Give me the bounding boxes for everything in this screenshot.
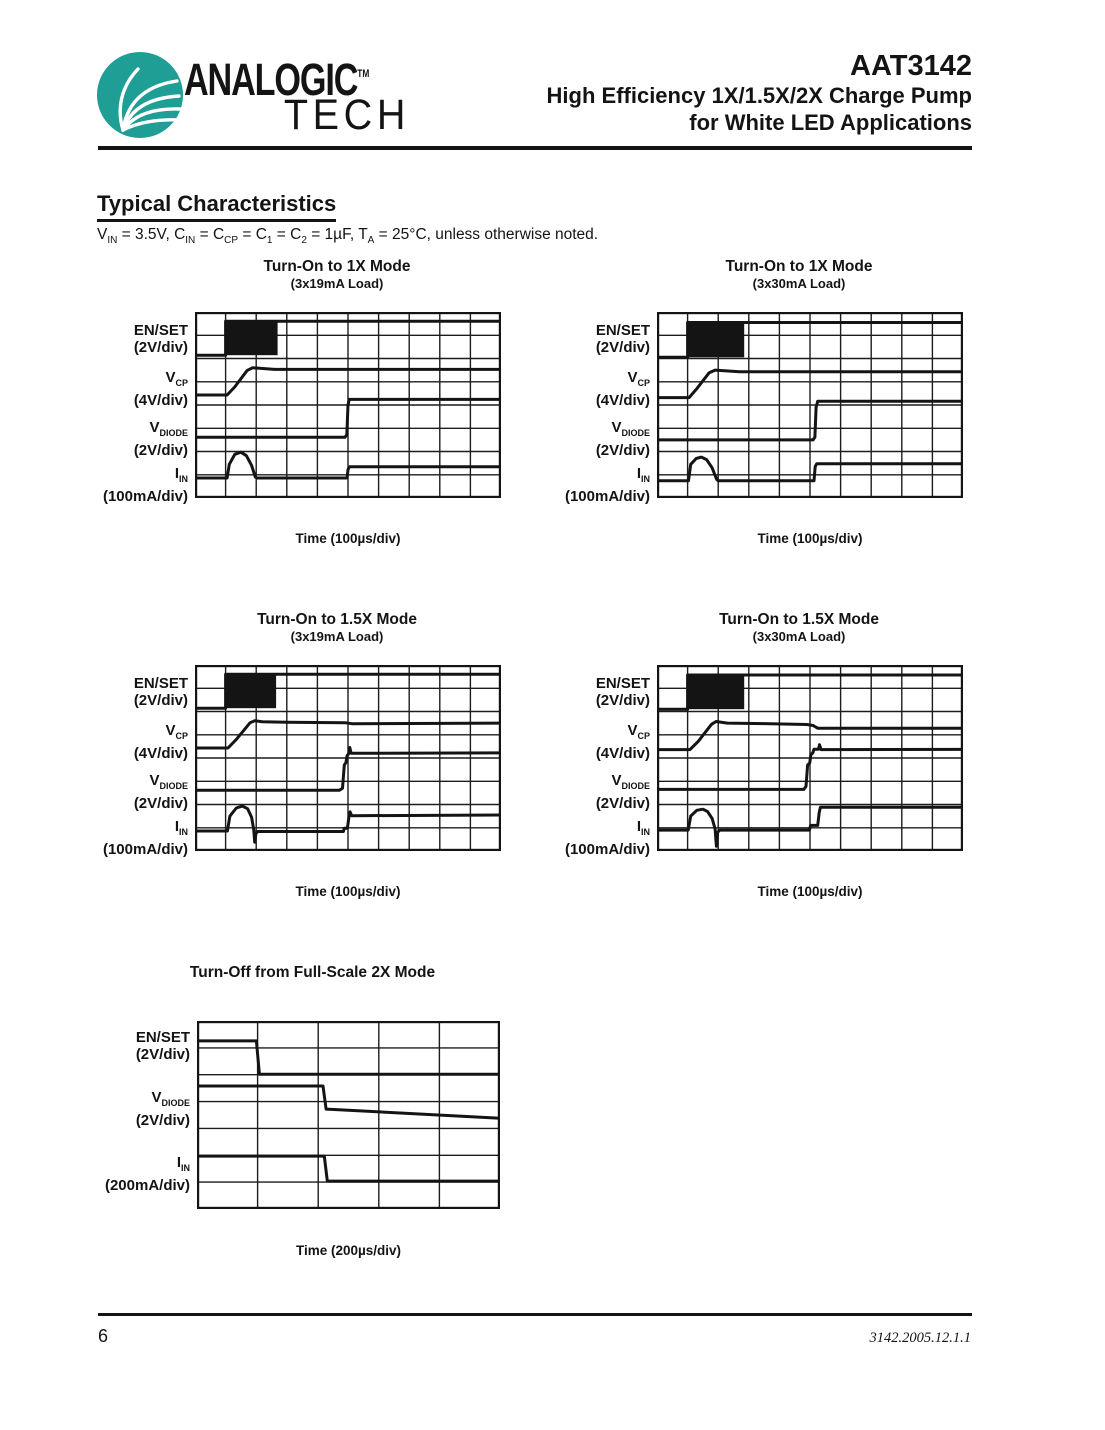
chart-subtitle: (3x30mA Load) (752, 629, 846, 644)
chart-title: Turn-On to 1X Mode (725, 258, 873, 275)
trace-en-set (657, 321, 963, 359)
en-set-burst-block (225, 321, 278, 356)
trace-en-set (197, 1039, 500, 1076)
trace-label-en-set: EN/SET (2V/div) (595, 675, 650, 709)
en-set-burst-block (225, 674, 277, 709)
trace-iin (197, 1154, 500, 1183)
trace-iin (195, 450, 501, 480)
en-set-burst-block (687, 322, 745, 358)
trace-label-iin: IIN (100mA/div) (102, 465, 188, 505)
leaf-logo-icon (97, 52, 183, 138)
trace-labels: EN/SET (2V/div) VCP (4V/div) VDIODE (2V/div) I… (97, 312, 195, 505)
section-heading: Typical Characteristics (97, 191, 337, 222)
chart-title: Turn-On to 1X Mode (263, 258, 411, 275)
trace-en-set (195, 319, 501, 357)
time-axis-label: Time (100µs/div) (757, 884, 863, 899)
trace-label-vdiode: VDIODE (2V/div) (133, 772, 188, 812)
trace-label-iin: IIN (100mA/div) (564, 818, 650, 858)
page-number: 6 (98, 1326, 109, 1346)
title-line-2: for White LED Applications (689, 110, 972, 135)
trace-label-en-set: EN/SET (2V/div) (133, 675, 188, 709)
part-number: AAT3142 (850, 50, 972, 82)
trace-label-vcp: VCP (4V/div) (133, 722, 188, 762)
trace-vdiode (195, 746, 501, 792)
trace-vcp (195, 366, 501, 397)
title-line-1: High Efficiency 1X/1.5X/2X Charge Pump (546, 83, 972, 108)
trace-label-vdiode: VDIODE (2V/div) (595, 419, 650, 459)
trace-iin (657, 805, 963, 848)
trace-label-vdiode: VDIODE (2V/div) (133, 419, 188, 459)
time-axis-label: Time (100µs/div) (295, 531, 401, 546)
trace-label-vcp: VCP (4V/div) (133, 369, 188, 409)
oscilloscope-plot (657, 665, 963, 851)
trace-label-vdiode: VDIODE (2V/div) (135, 1089, 190, 1129)
chart-title: Turn-Off from Full-Scale 2X Mode (189, 964, 436, 981)
chart-title: Turn-On to 1.5X Mode (719, 611, 879, 628)
time-axis-label: Time (100µs/div) (295, 884, 401, 899)
oscilloscope-plot (195, 312, 501, 498)
document-code: 3142.2005.12.1.1 (869, 1330, 972, 1346)
document-title-block: AAT3142 High Efficiency 1X/1.5X/2X Charg… (547, 50, 972, 136)
analogictech-logo (97, 52, 183, 138)
trace-vdiode (197, 1084, 500, 1120)
trace-label-iin: IIN (100mA/div) (102, 818, 188, 858)
brand-analogic: ANALOGICTM (184, 54, 370, 105)
test-conditions: VIN = 3.5V, CIN = CCP = C1 = C2 = 1µF, T… (97, 226, 599, 247)
trace-label-vcp: VCP (4V/div) (595, 722, 650, 762)
trace-vcp (195, 719, 501, 750)
time-axis-label: Time (100µs/div) (757, 531, 863, 546)
trace-labels: EN/SET (2V/div) VCP (4V/div) VDIODE (2V/div) I… (559, 312, 657, 505)
trace-label-en-set: EN/SET (2V/div) (595, 322, 650, 356)
trace-label-iin: IIN (200mA/div) (104, 1154, 190, 1194)
trademark-symbol: TM (357, 68, 370, 80)
chart-subtitle: (3x30mA Load) (752, 276, 846, 291)
trace-en-set (195, 672, 501, 710)
trace-label-en-set: EN/SET (2V/div) (135, 1029, 190, 1063)
trace-labels: EN/SET (2V/div) VCP (4V/div) VDIODE (2V/div) I… (559, 665, 657, 858)
trace-vdiode (657, 743, 963, 791)
chart-subtitle: (3x19mA Load) (290, 276, 384, 291)
header-rule (98, 146, 972, 150)
brand-wordmark: ANALOGICTM TECH (184, 54, 410, 139)
trace-en-set (657, 673, 963, 711)
chart-turn-on-1p5x-3x19: Turn-On to 1.5X Mode (3x19mA Load) EN/SE… (97, 610, 501, 899)
en-set-burst-block (687, 675, 745, 710)
trace-vcp (657, 720, 963, 752)
footer-rule (98, 1313, 972, 1316)
time-axis-label: Time (200µs/div) (295, 1243, 402, 1258)
trace-iin (195, 804, 501, 844)
trace-label-vcp: VCP (4V/div) (595, 369, 650, 409)
trace-label-en-set: EN/SET (2V/div) (133, 322, 188, 356)
trace-label-vdiode: VDIODE (2V/div) (595, 772, 650, 812)
chart-turn-off-2x: Turn-Off from Full-Scale 2X Mode EN/SET(… (97, 963, 500, 1258)
chart-turn-on-1x-3x30: Turn-On to 1X Mode (3x30mA Load) EN/SET(… (559, 257, 963, 546)
trace-labels: EN/SET (2V/div) VDIODE (2V/div) IIN (200mA/di… (97, 1021, 197, 1209)
chart-title: Turn-On to 1.5X Mode (257, 611, 417, 628)
oscilloscope-plot (195, 665, 501, 851)
trace-label-iin: IIN (100mA/div) (564, 465, 650, 505)
trace-labels: EN/SET (2V/div) VCP (4V/div) VDIODE (2V/div) I… (97, 665, 195, 858)
oscilloscope-plot (657, 312, 963, 498)
oscilloscope-plot (197, 1021, 500, 1209)
chart-turn-on-1p5x-3x30: Turn-On to 1.5X Mode (3x30mA Load) EN/SE… (559, 610, 963, 899)
trace-vdiode (195, 397, 501, 439)
trace-iin (657, 455, 963, 483)
brand-tech: TECH (283, 91, 410, 139)
chart-subtitle: (3x19mA Load) (290, 629, 384, 644)
trace-vdiode (657, 399, 963, 442)
trace-vcp (657, 368, 963, 400)
chart-turn-on-1x-3x19: Turn-On to 1X Mode (3x19mA Load) EN/SET(… (97, 257, 501, 546)
